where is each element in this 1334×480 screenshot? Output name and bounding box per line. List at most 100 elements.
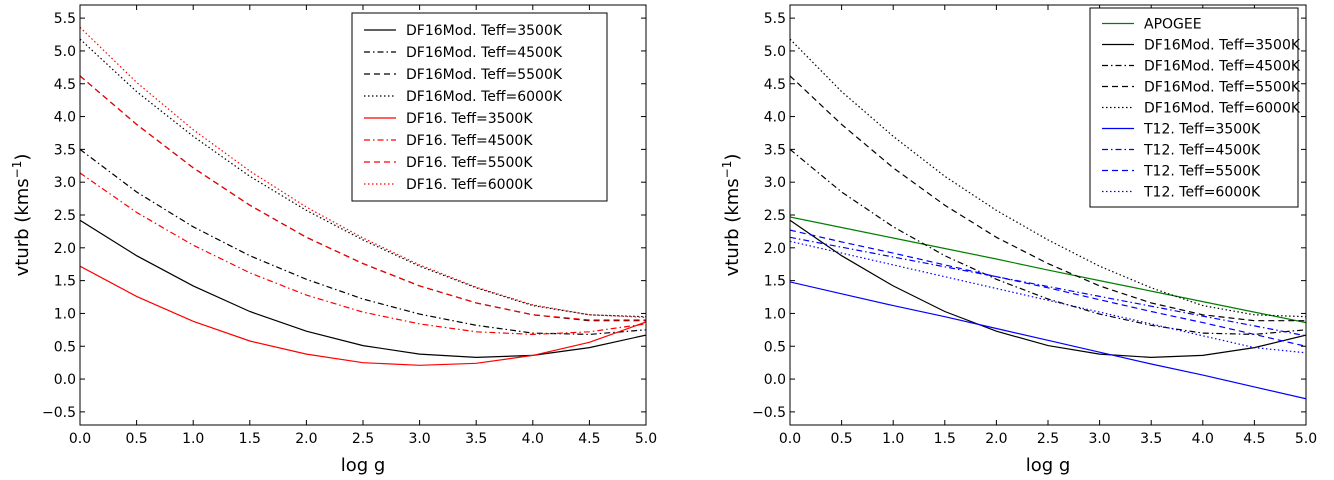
x-tick-label: 0.5 [830, 431, 852, 447]
y-axis-label: vturb (kms−1) [720, 154, 743, 277]
legend-label: DF16Mod. Teff=5500K [406, 67, 563, 83]
legend: APOGEE DF16Mod. Teff=3500K DF16Mod. Teff=4… [1089, 7, 1301, 208]
series-line-7 [790, 236, 1306, 337]
series-line-3 [790, 148, 1306, 336]
series-line-9 [790, 240, 1306, 354]
legend-label: DF16Mod. Teff=6000K [406, 89, 563, 105]
y-tick-label: 2.0 [54, 241, 76, 257]
series-line-1 [80, 219, 646, 359]
series-line-6 [790, 281, 1306, 400]
x-tick-label: 2.5 [1037, 431, 1059, 447]
x-tick-label: 4.5 [578, 431, 600, 447]
y-tick-label: 0.5 [54, 339, 76, 355]
y-axis-label-text: vturb (kms [722, 178, 743, 276]
y-tick-label: 0.5 [764, 339, 786, 355]
plot-frame [79, 4, 647, 426]
series-line-2 [790, 219, 1306, 359]
y-tick-label: 1.5 [54, 274, 76, 290]
y-tick-label: 1.0 [764, 306, 786, 322]
legend-label: DF16. Teff=4500K [406, 133, 533, 149]
x-tick-label: 4.0 [522, 431, 544, 447]
chart-panel-1: 0.0 0.5 1.0 1.5 2.0 2.5 3.0 3.5 4.0 4.5 5.0 −0.5 0.0… [10, 4, 657, 476]
legend-label: DF16Mod. Teff=5500K [1144, 80, 1301, 96]
x-tick-label: 2.0 [295, 431, 317, 447]
chart-panel-2: 0.0 0.5 1.0 1.5 2.0 2.5 3.0 3.5 4.0 4.5 5.0 −0.5 0.0… [720, 4, 1317, 476]
y-tick-label: 5.5 [54, 11, 76, 27]
y-tick-label: 4.5 [54, 77, 76, 93]
y-tick-label: 4.0 [764, 110, 786, 126]
x-tick-label: 1.5 [934, 431, 956, 447]
x-tick-label: 0.5 [125, 431, 147, 447]
x-tick-label: 0.0 [779, 431, 801, 447]
y-axis-label-sup: −1 [10, 161, 24, 179]
x-tick-label: 5.0 [635, 431, 657, 447]
y-tick-label: 3.5 [54, 142, 76, 158]
series-line-5 [790, 38, 1306, 318]
y-tick-label: 4.5 [764, 77, 786, 93]
legend-label: APOGEE [1144, 17, 1202, 33]
series-line-4 [790, 75, 1306, 322]
y-tick-label: 1.0 [54, 306, 76, 322]
series-line-8 [790, 229, 1306, 347]
x-tick-label: 1.0 [182, 431, 204, 447]
x-axis-label: log g [341, 455, 386, 476]
y-axis-label: vturb (kms−1) [10, 154, 33, 277]
legend-label: T12. Teff=5500K [1143, 164, 1261, 180]
series-line-1 [790, 216, 1306, 324]
y-tick-label: −0.5 [42, 405, 76, 421]
y-tick-label: 3.5 [764, 142, 786, 158]
x-tick-label: 4.5 [1243, 431, 1265, 447]
x-tick-label: 0.0 [69, 431, 91, 447]
plot-frame [789, 4, 1307, 426]
y-tick-label: 5.0 [54, 44, 76, 60]
legend-label: T12. Teff=6000K [1143, 185, 1261, 201]
y-tick-label: 1.5 [764, 274, 786, 290]
y-axis-label-close: ) [12, 154, 33, 161]
legend-label: DF16Mod. Teff=4500K [1144, 59, 1301, 75]
y-axis-label-text: vturb (kms [12, 178, 33, 276]
legend-label: DF16. Teff=6000K [406, 177, 533, 193]
y-tick-label: 2.5 [764, 208, 786, 224]
x-tick-label: 5.0 [1295, 431, 1317, 447]
x-tick-label: 3.0 [1088, 431, 1110, 447]
y-tick-label: 3.0 [54, 175, 76, 191]
y-tick-label: 4.0 [54, 110, 76, 126]
x-tick-label: 3.0 [408, 431, 430, 447]
x-tick-label: 3.5 [465, 431, 487, 447]
legend-label: DF16Mod. Teff=4500K [406, 45, 563, 61]
x-tick-label: 4.0 [1192, 431, 1214, 447]
y-tick-label: −0.5 [752, 405, 786, 421]
y-tick-label: 0.0 [54, 372, 76, 388]
x-axis-label: log g [1026, 455, 1071, 476]
series-line-8 [80, 26, 646, 318]
series-line-2 [80, 148, 646, 336]
legend-label: DF16Mod. Teff=3500K [406, 23, 563, 39]
y-tick-label: 5.0 [764, 44, 786, 60]
y-axis-label-close: ) [722, 154, 743, 161]
legend-label: T12. Teff=4500K [1143, 143, 1261, 159]
x-tick-label: 1.5 [239, 431, 261, 447]
y-tick-label: 2.0 [764, 241, 786, 257]
legend-label: DF16Mod. Teff=3500K [1144, 38, 1301, 54]
y-tick-label: 2.5 [54, 208, 76, 224]
y-tick-label: 3.0 [764, 175, 786, 191]
legend-box [1089, 7, 1299, 208]
legend-label: DF16Mod. Teff=6000K [1144, 101, 1301, 117]
legend-label: DF16. Teff=3500K [406, 111, 533, 127]
legend-box [351, 12, 608, 202]
x-tick-label: 1.0 [882, 431, 904, 447]
legend-label: DF16. Teff=5500K [406, 155, 533, 171]
legend-label: T12. Teff=3500K [1143, 122, 1261, 138]
y-tick-label: 5.5 [764, 11, 786, 27]
legend: DF16Mod. Teff=3500K DF16Mod. Teff=4500K DF… [351, 12, 608, 202]
series-line-4 [80, 38, 646, 318]
y-axis-label-sup: −1 [720, 161, 734, 179]
series-line-7 [80, 75, 646, 321]
x-tick-label: 2.5 [352, 431, 374, 447]
x-tick-label: 3.5 [1140, 431, 1162, 447]
series-line-5 [80, 265, 646, 366]
x-tick-label: 2.0 [985, 431, 1007, 447]
series-line-6 [80, 172, 646, 336]
y-tick-label: 0.0 [764, 372, 786, 388]
